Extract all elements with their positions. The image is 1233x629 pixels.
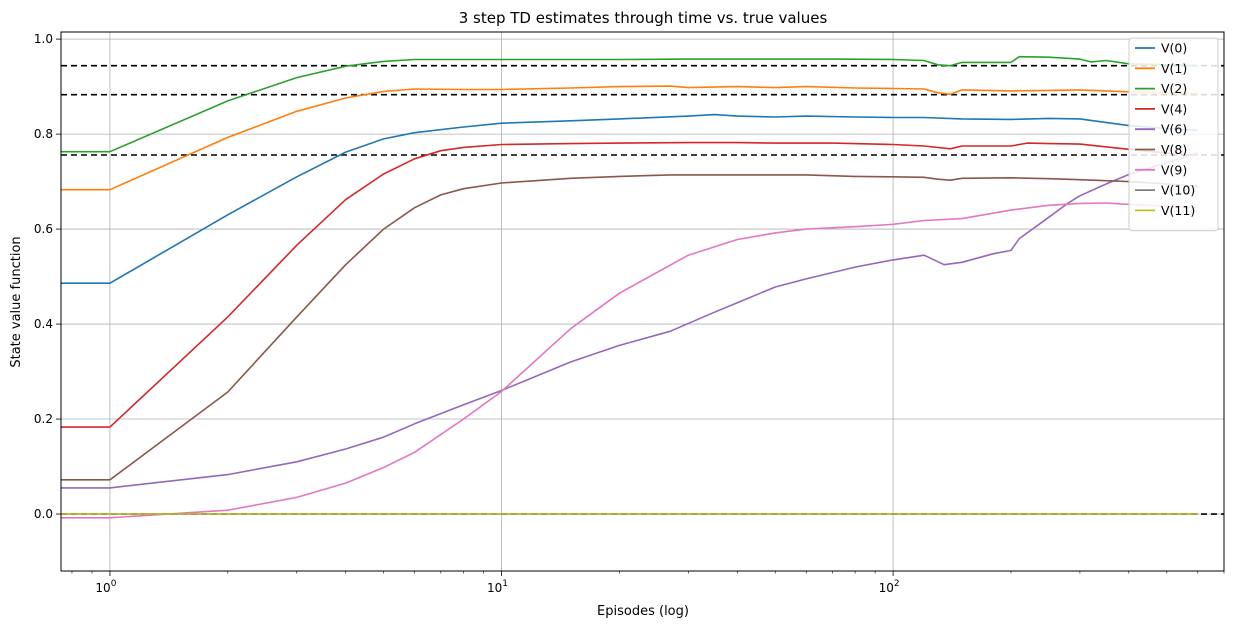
- x-tick-label: 100: [95, 579, 116, 595]
- y-tick-label: 0.6: [34, 222, 53, 236]
- y-axis-label: State value function: [9, 236, 24, 367]
- legend-box: [1128, 37, 1219, 232]
- y-tick-label: 1.0: [34, 32, 53, 46]
- plot-frame: [60, 31, 1225, 572]
- x-axis-ticks: 100 101 102: [71, 571, 1225, 595]
- series-lines: [61, 55, 1199, 519]
- y-tick-label: 0.8: [34, 127, 53, 141]
- series-line-3: [61, 141, 1198, 428]
- series-line-2: [61, 55, 1198, 153]
- legend-label: V(11): [1161, 203, 1195, 218]
- legend: V(0) V(1) V(2) V(4) V(6) V(8) V(9) V(10) V(11): [1128, 37, 1219, 232]
- series-line-0: [61, 113, 1198, 285]
- x-tick-label: 101: [487, 579, 508, 595]
- y-tick-label: 0.4: [34, 317, 53, 331]
- legend-label: V(8): [1161, 142, 1187, 157]
- legend-label: V(9): [1161, 162, 1187, 177]
- y-tick-label: 0.2: [34, 412, 53, 426]
- legend-label: V(10): [1161, 183, 1195, 198]
- series-line-6: [61, 202, 1198, 519]
- y-tick-label: 0.0: [34, 507, 53, 521]
- x-tick-label: 102: [879, 579, 900, 595]
- legend-label: V(4): [1161, 101, 1187, 116]
- x-axis-label: Episodes (log): [597, 604, 689, 619]
- series-line-4: [61, 152, 1199, 489]
- legend-label: V(0): [1161, 41, 1187, 56]
- chart-title: 3 step TD estimates through time vs. tru…: [459, 9, 828, 27]
- legend-label: V(1): [1161, 61, 1187, 76]
- series-line-5: [61, 174, 1198, 481]
- legend-label: V(6): [1161, 122, 1187, 137]
- series-line-1: [61, 85, 1198, 191]
- y-axis-ticks: 0.0 0.2 0.4 0.6 0.8 1.0: [34, 32, 61, 521]
- legend-label: V(2): [1161, 81, 1187, 96]
